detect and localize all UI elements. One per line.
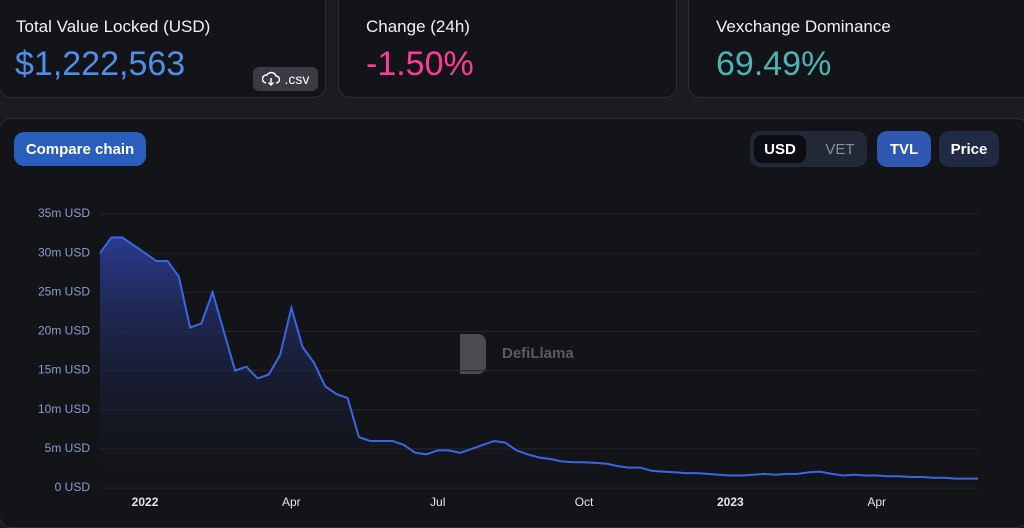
x-tick-label: Apr	[867, 495, 886, 509]
y-tick-label: 5m USD	[45, 441, 91, 455]
currency-toggle: USD VET	[750, 131, 867, 167]
y-tick-label: 30m USD	[38, 245, 90, 259]
y-tick-label: 15m USD	[38, 363, 90, 377]
watermark-icon	[460, 334, 486, 374]
card-label: Vexchange Dominance	[716, 17, 891, 36]
tvl-button[interactable]: TVL	[877, 131, 931, 167]
csv-label: .csv	[284, 71, 310, 87]
csv-button[interactable]: .csv	[253, 67, 318, 91]
x-tick-label: Jul	[430, 495, 445, 509]
usd-option[interactable]: USD	[754, 135, 806, 163]
change-card: Change (24h) -1.50%	[338, 0, 677, 98]
vet-option[interactable]: VET	[825, 140, 855, 158]
dominance-card: Vexchange Dominance 69.49%	[688, 0, 1024, 98]
watermark: DefiLlama	[502, 345, 574, 362]
y-tick-label: 25m USD	[38, 284, 90, 298]
card-label: Total Value Locked (USD)	[16, 17, 211, 36]
card-value: $1,222,563	[15, 45, 186, 83]
y-tick-label: 10m USD	[38, 402, 90, 416]
y-tick-label: 35m USD	[38, 206, 90, 220]
y-tick-label: 0 USD	[55, 480, 91, 494]
card-value: 69.49%	[716, 45, 832, 83]
tvl-card: Total Value Locked (USD) $1,222,563 .csv	[0, 0, 326, 98]
line	[99, 236, 978, 480]
compare-button[interactable]: Compare chain	[14, 132, 146, 166]
y-tick-label: 20m USD	[38, 324, 90, 338]
price-button[interactable]: Price	[939, 131, 999, 167]
card-label: Change (24h)	[366, 17, 470, 36]
card-value: -1.50%	[366, 45, 474, 83]
x-tick-label: 2023	[717, 495, 744, 509]
x-tick-label: 2022	[132, 495, 159, 509]
x-tick-label: Oct	[575, 495, 594, 509]
download-icon	[261, 71, 280, 87]
area-fill	[100, 237, 978, 488]
x-tick-label: Apr	[282, 495, 301, 509]
